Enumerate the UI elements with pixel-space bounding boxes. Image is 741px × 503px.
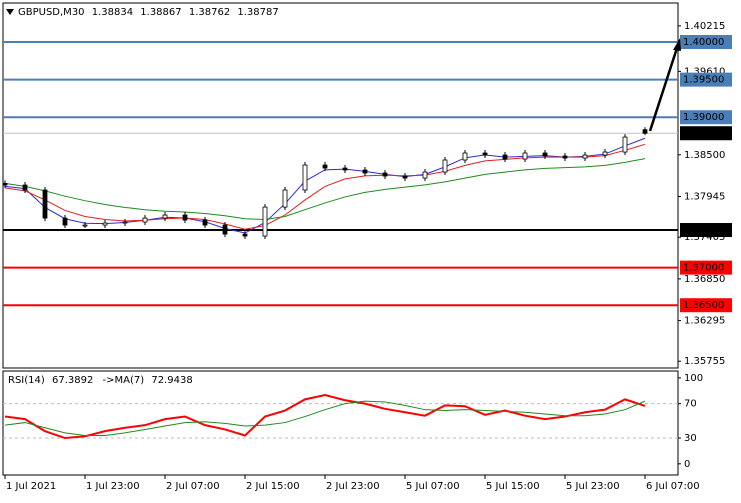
level-label: 1.39000	[683, 112, 724, 123]
y-tick-label: 30	[684, 433, 697, 444]
candle-body	[162, 214, 168, 219]
arrow-shaft	[648, 47, 679, 132]
low-value: 1.38762	[189, 7, 230, 18]
candle-body	[122, 221, 128, 224]
symbol: GBPUSD,M30	[18, 7, 85, 18]
candle-body	[602, 151, 608, 156]
candle-body	[222, 224, 228, 235]
y-tick-label: 1.40215	[684, 21, 725, 32]
level-label: 1.39500	[683, 75, 724, 86]
candle-body	[382, 172, 388, 177]
rsi-name: RSI(14)	[8, 375, 45, 386]
candle-body	[62, 217, 68, 226]
level-label: 1.37000	[683, 263, 724, 274]
candle-body	[542, 152, 548, 157]
candle-body	[642, 129, 648, 134]
forecast-arrow	[648, 38, 681, 132]
collapse-icon	[6, 9, 14, 15]
level-box	[680, 110, 732, 125]
candle-body	[262, 206, 268, 237]
candle-body	[142, 217, 148, 223]
level-label: 1.37500	[683, 225, 724, 236]
candle-body	[502, 154, 508, 160]
y-tick-label: 1.37405	[684, 232, 725, 243]
level-box	[680, 223, 732, 238]
level-box	[680, 260, 732, 275]
x-tick-label: 5 Jul 23:00	[566, 481, 620, 492]
candle-body	[102, 222, 108, 226]
plot: 1.40215 1.39610 1.38500 1.37945 1.37405 1.368…	[2, 21, 732, 492]
candle-body	[422, 171, 428, 179]
y-tick-label: 1.39610	[684, 66, 725, 77]
last-price-box	[680, 126, 732, 141]
close-value: 1.38787	[237, 7, 278, 18]
level-box	[680, 298, 732, 313]
x-tick-label: 2 Jul 07:00	[166, 481, 220, 492]
candle-body	[2, 182, 8, 186]
candle-body	[622, 136, 628, 153]
y-tick-label: 100	[684, 373, 703, 384]
rsi-ma-name: ->MA(7)	[103, 375, 145, 386]
candle-body	[462, 152, 468, 161]
candle-body	[442, 159, 448, 173]
y-tick-label: 1.35755	[684, 356, 725, 367]
x-tick-label: 2 Jul 15:00	[246, 481, 300, 492]
candle-body	[562, 155, 568, 159]
candle-body	[82, 224, 88, 227]
candle-body	[182, 214, 188, 221]
candle-body	[242, 233, 248, 237]
moving-average	[4, 158, 646, 220]
main-panel	[2, 2, 679, 369]
candle-body	[282, 189, 288, 208]
rsi-header: RSI(14) 67.3892 ->MA(7) 72.9438	[8, 375, 193, 386]
level-label: 1.36500	[683, 300, 724, 311]
candle-body	[22, 184, 28, 191]
y-tick-label: 1.36295	[684, 316, 725, 327]
candle-body	[202, 219, 208, 226]
x-tick-label: 1 Jul 2021	[6, 481, 56, 492]
candle-body	[402, 175, 408, 179]
rsi-value: 67.3892	[52, 375, 93, 386]
y-tick-label: 0	[684, 459, 690, 470]
level-box	[680, 72, 732, 87]
open-value: 1.38834	[92, 7, 133, 18]
candle-body	[302, 164, 308, 191]
main-header: GBPUSD,M30 1.38834 1.38867 1.38762 1.387…	[18, 7, 279, 18]
candle-body	[362, 169, 368, 174]
x-tick-label: 2 Jul 23:00	[326, 481, 380, 492]
moving-average	[4, 143, 646, 230]
candle-body	[582, 154, 588, 159]
x-tick-label: 6 Jul 07:00	[646, 481, 700, 492]
candle-body	[322, 164, 328, 169]
last-price-label: 1.38787	[683, 128, 724, 139]
y-tick-label: 70	[684, 399, 697, 410]
x-tick-label: 5 Jul 15:00	[486, 481, 540, 492]
x-tick-label: 5 Jul 07:00	[406, 481, 460, 492]
x-tick-label: 1 Jul 23:00	[86, 481, 140, 492]
arrow-head	[673, 38, 681, 51]
indicator-line	[4, 394, 646, 440]
indicator-line	[4, 400, 646, 436]
level-box	[680, 35, 732, 50]
candle-body	[482, 152, 488, 156]
candle-body	[42, 189, 48, 219]
high-value: 1.38867	[140, 7, 181, 18]
candle-body	[342, 167, 348, 171]
y-tick-label: 1.37945	[684, 192, 725, 203]
y-tick-label: 1.38500	[684, 150, 725, 161]
level-label: 1.40000	[683, 37, 724, 48]
candle-body	[522, 152, 528, 160]
rsi-ma-value: 72.9438	[151, 375, 192, 386]
y-tick-label: 1.36850	[684, 274, 725, 285]
rsi-panel	[2, 370, 679, 476]
